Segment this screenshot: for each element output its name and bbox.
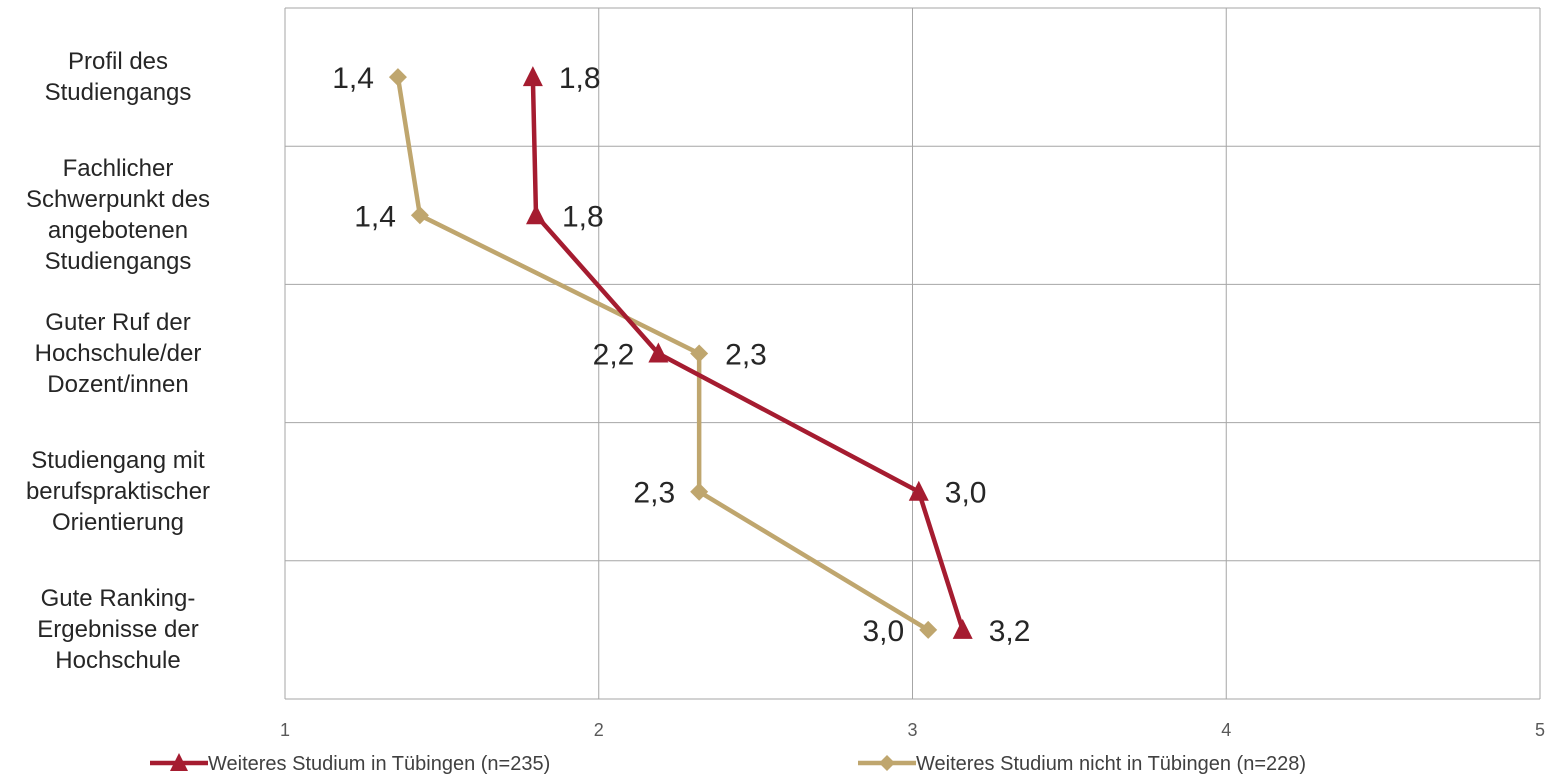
triangle-marker	[526, 204, 546, 225]
category-label-line: Studiengangs	[44, 248, 192, 276]
data-label: 2,3	[725, 339, 767, 372]
category-label: Profil des Studiengangs	[0, 46, 258, 108]
series-markers	[388, 66, 973, 639]
x-tick-label: 1	[280, 720, 290, 740]
category-label-line: Profil des	[67, 48, 169, 76]
diamond-marker	[919, 620, 938, 639]
gridlines	[284, 7, 1541, 700]
x-tick-label: 5	[1535, 720, 1545, 740]
category-label-line: Fachlicher	[62, 155, 174, 183]
category-label-line: Gute Ranking-	[40, 585, 196, 613]
data-label: 2,3	[633, 477, 675, 510]
diamond-marker	[410, 206, 429, 225]
data-labels: 1,4 1,4 2,3 2,3 3,0 1,8 1,8 2,2 3,0 3,2	[332, 62, 1030, 648]
legend-label: Weiteres Studium in Tübingen (n=235)	[208, 753, 550, 774]
triangle-marker	[522, 66, 543, 87]
triangle-marker	[648, 342, 669, 363]
category-label-line: Dozent/innen	[47, 371, 189, 398]
category-label-line: Ergebnisse der	[37, 616, 199, 644]
category-label-line: angebotenen	[47, 217, 189, 245]
legend-label: Weiteres Studium nicht in Tübingen (n=22…	[916, 753, 1306, 774]
legend-triangle-marker	[170, 753, 188, 771]
legend-diamond-marker	[879, 755, 895, 771]
category-label: Guter Ruf der Hochschule/der Dozent/innen	[0, 307, 258, 400]
category-label-line: Hochschule/der	[34, 340, 202, 367]
category-label-line: Orientierung	[51, 509, 185, 537]
x-tick-label: 3	[907, 720, 917, 740]
data-label: 1,4	[332, 62, 374, 95]
category-label-line: berufspraktischer	[25, 478, 211, 506]
legend: Weiteres Studium in Tübingen (n=235) Weit…	[150, 753, 1306, 774]
diamond-marker	[690, 344, 709, 363]
x-axis-ticks: 1 2 3 4 5	[280, 720, 1545, 740]
series-lines	[395, 76, 965, 632]
triangle-marker	[908, 480, 929, 501]
category-label-line: Studiengang mit	[31, 447, 205, 475]
category-label-line: Hochschule	[55, 647, 181, 675]
data-label: 1,8	[562, 200, 604, 233]
data-label: 1,4	[354, 200, 396, 233]
category-label: Studiengang mit berufspraktischer Orientie…	[0, 445, 258, 538]
data-label: 3,0	[862, 615, 904, 648]
x-tick-label: 2	[594, 720, 604, 740]
x-tick-label: 4	[1221, 720, 1231, 740]
triangle-marker	[952, 618, 973, 639]
data-label: 2,2	[593, 339, 635, 372]
diamond-marker	[690, 482, 709, 501]
data-label: 3,0	[945, 477, 987, 510]
category-label: Gute Ranking- Ergebnisse der Hochschule	[0, 583, 258, 676]
category-label-line: Studiengangs	[44, 79, 192, 107]
category-label-line: Schwerpunkt des	[25, 186, 211, 214]
data-label: 3,2	[989, 615, 1031, 648]
diamond-marker	[388, 68, 407, 87]
category-label: Fachlicher Schwerpunkt des angebotenen Stud…	[0, 153, 258, 277]
data-label: 1,8	[559, 62, 601, 95]
category-label-line: Guter Ruf der	[45, 309, 191, 336]
